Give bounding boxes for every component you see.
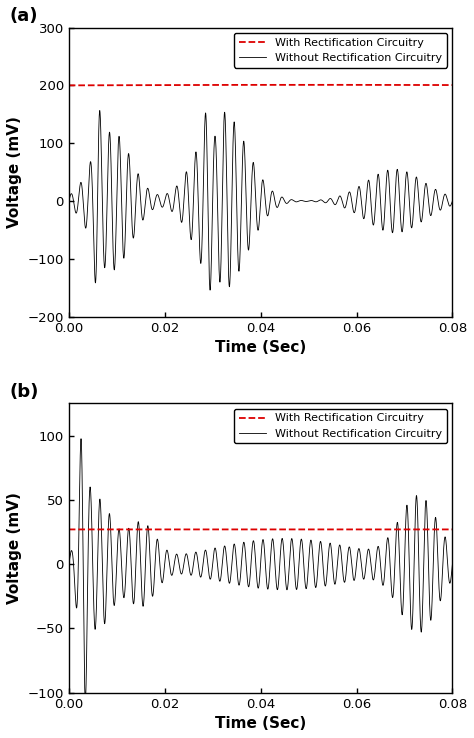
Without Rectification Circuitry: [141, 593, 147, 602]
With Rectification Circuitry: [66, 81, 72, 90]
Legend: With Rectification Circuitry, Without Rectification Circuitry: With Rectification Circuitry, Without Re…: [234, 33, 447, 68]
With Rectification Circuitry: [68, 525, 73, 534]
Y-axis label: Voltage (mV): Voltage (mV): [7, 116, 22, 228]
Without Rectification Circuitry: [449, 196, 455, 205]
Without Rectification Circuitry: [89, 520, 95, 528]
Without Rectification Circuitry: [68, 549, 73, 558]
Without Rectification Circuitry: [82, 682, 88, 691]
With Rectification Circuitry: [429, 80, 435, 89]
Without Rectification Circuitry: [254, 569, 259, 578]
Without Rectification Circuitry: [207, 286, 213, 294]
With Rectification Circuitry: [254, 80, 259, 89]
Without Rectification Circuitry: [82, 697, 88, 706]
With Rectification Circuitry: [449, 525, 455, 534]
Without Rectification Circuitry: [89, 168, 94, 177]
Y-axis label: Voltage (mV): Voltage (mV): [7, 492, 22, 604]
Without Rectification Circuitry: [97, 106, 102, 115]
X-axis label: Time (Sec): Time (Sec): [215, 716, 306, 731]
Without Rectification Circuitry: [254, 209, 259, 218]
Text: (a): (a): [9, 7, 38, 24]
With Rectification Circuitry: [449, 80, 455, 89]
With Rectification Circuitry: [141, 80, 147, 89]
Without Rectification Circuitry: [429, 205, 435, 214]
With Rectification Circuitry: [68, 81, 73, 90]
Line: Without Rectification Circuitry: Without Rectification Circuitry: [69, 111, 452, 290]
Text: (b): (b): [9, 382, 39, 401]
Legend: With Rectification Circuitry, Without Rectification Circuitry: With Rectification Circuitry, Without Re…: [234, 409, 447, 444]
Without Rectification Circuitry: [66, 196, 72, 205]
With Rectification Circuitry: [306, 80, 311, 89]
With Rectification Circuitry: [82, 81, 88, 90]
Without Rectification Circuitry: [82, 218, 88, 227]
With Rectification Circuitry: [141, 525, 147, 534]
With Rectification Circuitry: [429, 525, 435, 534]
Without Rectification Circuitry: [429, 594, 435, 603]
Without Rectification Circuitry: [68, 190, 73, 199]
Without Rectification Circuitry: [66, 559, 72, 568]
Without Rectification Circuitry: [141, 211, 147, 220]
X-axis label: Time (Sec): Time (Sec): [215, 340, 306, 355]
With Rectification Circuitry: [89, 81, 94, 90]
With Rectification Circuitry: [254, 525, 259, 534]
With Rectification Circuitry: [82, 525, 88, 534]
Without Rectification Circuitry: [78, 434, 84, 443]
With Rectification Circuitry: [66, 525, 72, 534]
Line: Without Rectification Circuitry: Without Rectification Circuitry: [69, 438, 452, 701]
Without Rectification Circuitry: [449, 559, 455, 568]
With Rectification Circuitry: [89, 525, 94, 534]
